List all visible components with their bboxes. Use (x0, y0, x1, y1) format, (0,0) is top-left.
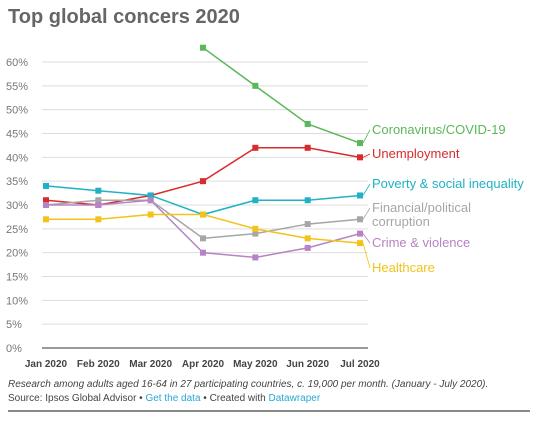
data-point (43, 202, 49, 208)
data-point (200, 44, 206, 51)
series-labels: Coronavirus/COVID-19 Unemployment Poverty … (362, 122, 524, 275)
created-with-text: • Created with (200, 393, 269, 404)
y-tick-label: 10% (6, 295, 28, 307)
series (43, 211, 363, 247)
data-point (95, 187, 102, 194)
data-point (357, 240, 363, 247)
data-point (147, 211, 154, 218)
label-connector (362, 129, 371, 144)
data-point (95, 216, 102, 223)
y-tick-label: 55% (6, 81, 28, 93)
label-connector (362, 243, 371, 269)
datawrapper-link[interactable]: Datawraper (268, 393, 321, 404)
x-tick-label: May 2020 (233, 359, 278, 370)
series-label: Financial/political corruption (372, 200, 471, 229)
source-line: Source: Ipsos Global Advisor • Get the d… (8, 392, 533, 406)
series (43, 144, 363, 208)
x-tick-label: Jul 2020 (340, 359, 380, 370)
data-point (200, 249, 206, 256)
x-tick-label: Jan 2020 (25, 359, 68, 370)
data-point (252, 230, 259, 237)
x-tick-label: Jun 2020 (286, 359, 329, 370)
y-tick-label: 0% (6, 343, 22, 355)
data-point (357, 154, 363, 161)
data-point (200, 211, 206, 218)
series-label: Unemployment (372, 146, 460, 161)
data-point (252, 82, 259, 89)
y-axis-ticks: 0% 5% 10% 15% 20% 25% 30% 35% 40% 45% 50% 55% 60% (6, 57, 28, 355)
data-point (357, 192, 363, 199)
data-point (147, 197, 154, 204)
x-tick-label: Apr 2020 (182, 359, 225, 370)
label-connector (362, 233, 371, 244)
y-tick-label: 60% (6, 57, 28, 69)
source-text: Source: Ipsos Global Advisor • (8, 393, 146, 404)
y-tick-label: 35% (6, 176, 28, 188)
data-point (147, 192, 154, 199)
y-tick-label: 25% (6, 224, 28, 236)
data-point (252, 144, 259, 151)
data-point (357, 140, 363, 147)
series-line (45, 147, 361, 206)
y-tick-label: 20% (6, 248, 28, 260)
series-label: Coronavirus/COVID-19 (372, 122, 506, 137)
series-label: Healthcare (372, 260, 435, 275)
series-label: Crime & violence (372, 235, 470, 250)
label-connector (362, 183, 371, 196)
y-tick-label: 5% (6, 319, 22, 331)
series-lines (43, 44, 363, 261)
data-point (304, 144, 311, 151)
data-point (252, 254, 259, 261)
data-point (304, 244, 311, 251)
series (43, 197, 363, 261)
data-point (200, 235, 206, 242)
data-point (43, 182, 49, 189)
data-point (357, 230, 363, 237)
chart-title: Top global concers 2020 (8, 6, 240, 28)
y-tick-label: 15% (6, 272, 28, 284)
line-chart: 0% 5% 10% 15% 20% 25% 30% 35% 40% 45% 50% 55% 60% Ja… (6, 44, 524, 370)
y-tick-label: 30% (6, 200, 28, 212)
data-point (304, 120, 311, 127)
y-tick-label: 50% (6, 105, 28, 117)
data-point (357, 216, 363, 223)
data-point (304, 197, 311, 204)
footer-divider (8, 410, 530, 412)
gridlines (42, 61, 368, 349)
data-point (252, 197, 259, 204)
label-connector (362, 153, 371, 158)
chart-footer: Research among adults aged 16-64 in 27 p… (8, 378, 533, 406)
data-point (304, 221, 311, 228)
data-point (95, 202, 102, 208)
x-axis-ticks: Jan 2020 Feb 2020 Mar 2020 Apr 2020 May 2020… (25, 359, 380, 370)
get-data-link[interactable]: Get the data (145, 393, 201, 404)
data-point (304, 235, 311, 242)
x-tick-label: Mar 2020 (129, 359, 172, 370)
series (200, 44, 363, 147)
series-line (202, 47, 361, 144)
y-tick-label: 40% (6, 152, 28, 164)
data-point (252, 225, 259, 232)
label-connector (362, 207, 371, 220)
data-point (200, 178, 206, 185)
x-tick-label: Feb 2020 (77, 359, 120, 370)
series-label: Poverty & social inequality (372, 176, 524, 191)
data-point (43, 197, 49, 204)
data-point (43, 216, 49, 223)
y-tick-label: 45% (6, 129, 28, 141)
research-note: Research among adults aged 16-64 in 27 p… (8, 379, 489, 390)
data-point (95, 197, 102, 204)
